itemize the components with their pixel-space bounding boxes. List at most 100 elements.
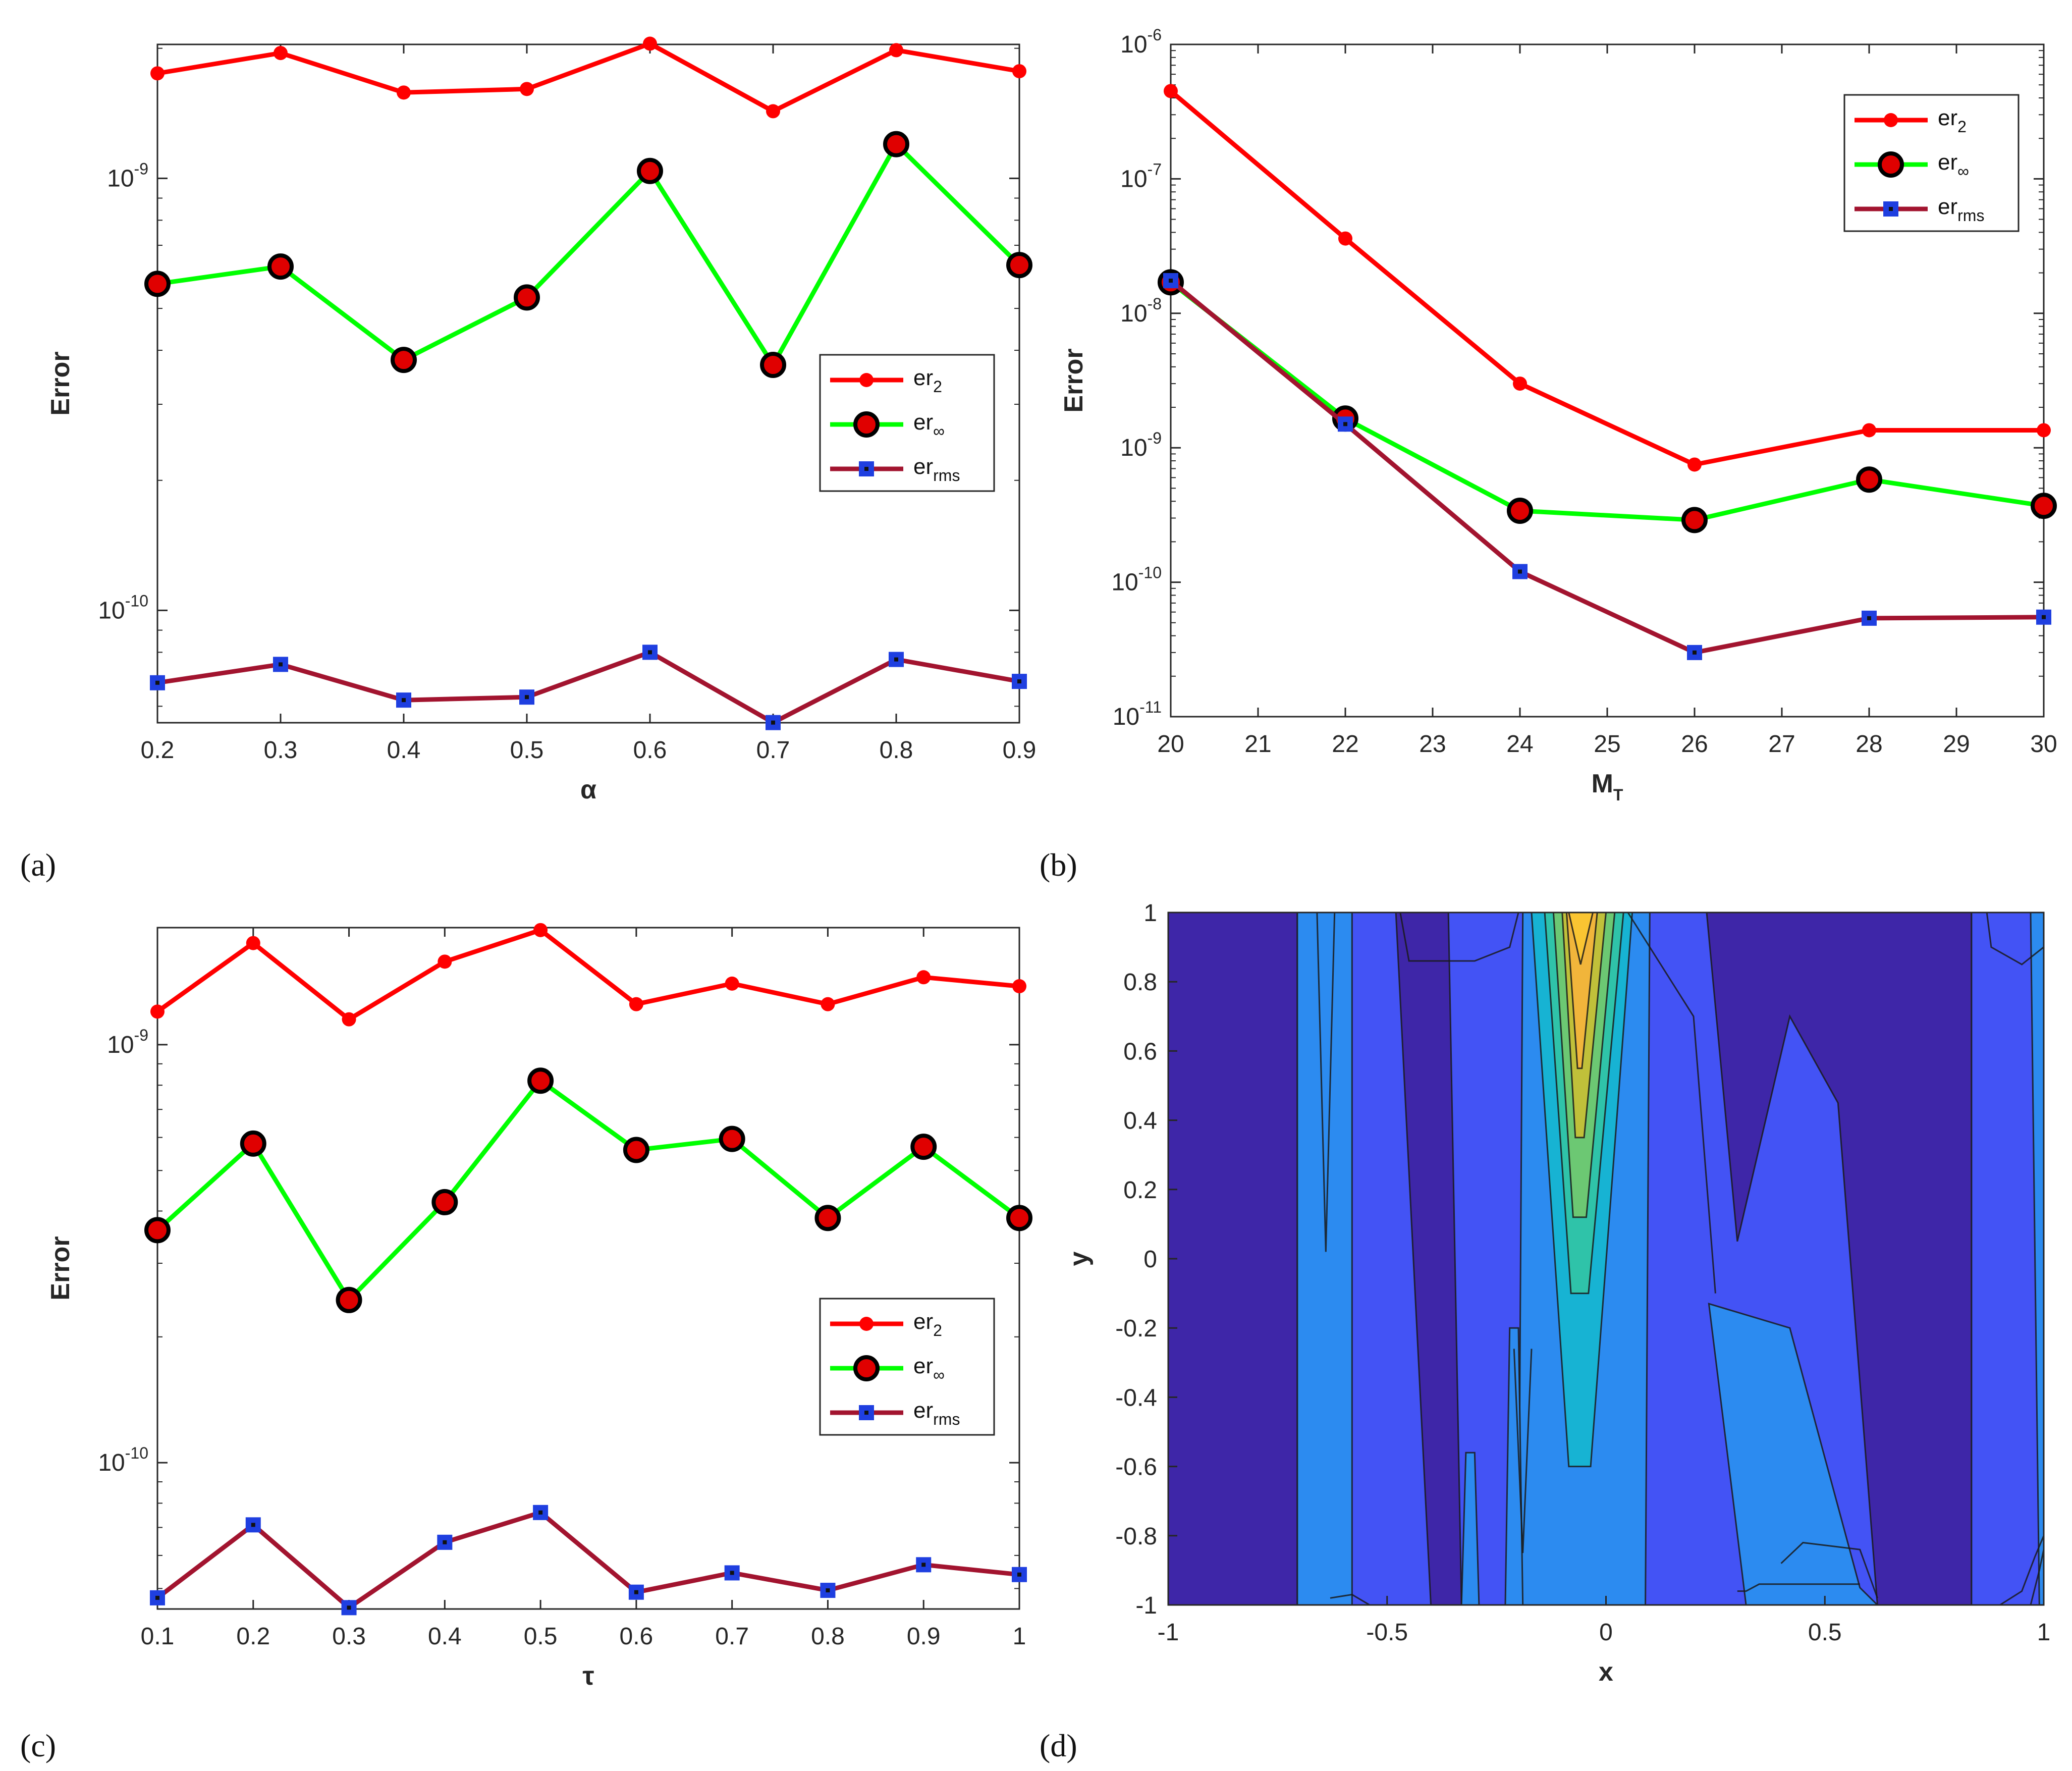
data-point-center-errms [525, 695, 529, 700]
series-line-errms [156, 1510, 1020, 1610]
y-tick-label: -1 [1135, 1592, 1157, 1619]
y-tick-label: 10-9 [107, 1026, 148, 1058]
data-point-er2 [274, 46, 288, 61]
data-point-erinf [144, 1217, 171, 1244]
y-tick-base: 10 [107, 1032, 134, 1058]
data-point-erinf [719, 1125, 745, 1152]
series-line-erinf [155, 1078, 1021, 1303]
x-axis-title: α [580, 775, 596, 804]
y-tick-exponent: -11 [1139, 698, 1162, 716]
y-tick-label: 0 [1143, 1246, 1157, 1273]
series-line-er2 [1169, 89, 2044, 467]
data-point-center-errms [402, 698, 406, 703]
x-tick-label: 0.5 [1808, 1619, 1842, 1646]
legend-label-subscript: rms [933, 1410, 960, 1428]
data-point-er2 [643, 36, 657, 51]
data-point-er2 [1862, 423, 1876, 438]
series-line-er2 [157, 41, 1020, 114]
x-tick-label: 1 [2037, 1619, 2051, 1646]
data-point-er2 [889, 43, 903, 58]
data-point-center-errms [1518, 569, 1522, 574]
y-tick-exponent: -10 [125, 592, 148, 610]
data-point-center-errms [443, 1540, 447, 1544]
legend-label-subscript: 2 [933, 1321, 942, 1339]
legend-label-name: er [1938, 194, 1957, 219]
data-point-center-errms [347, 1605, 351, 1610]
contour-line [1513, 1349, 1533, 1553]
x-tick-label: 25 [1594, 731, 1620, 758]
legend-label-name: er [913, 454, 933, 479]
x-tick-label: 0.1 [141, 1623, 175, 1650]
x-tick-label: 1 [1013, 1623, 1026, 1650]
y-tick-exponent: -8 [1148, 295, 1162, 313]
data-point-er2 [438, 954, 452, 969]
contour-line [1627, 912, 1716, 1294]
legend-label-erinf: er∞ [1938, 150, 1969, 180]
plot-frame [156, 927, 1020, 1610]
x-tick-label: 0.2 [236, 1623, 270, 1650]
data-point-er2 [1687, 457, 1702, 472]
x-tick-label: 0.3 [264, 737, 298, 764]
data-point-center-errms [921, 1563, 926, 1567]
data-point-er2 [1164, 84, 1178, 98]
x-tick-label: 0.8 [811, 1623, 845, 1650]
legend-label-subscript: 2 [933, 378, 942, 396]
data-point-center-errms [771, 720, 775, 725]
x-axis-title-subscript: T [1613, 786, 1623, 804]
y-tick-label: -0.4 [1115, 1384, 1157, 1411]
legend-label-er2: er2 [913, 1309, 942, 1339]
x-tick-label: 0.8 [880, 737, 913, 764]
data-point-center-errms [648, 650, 652, 655]
data-point-erinf [1006, 252, 1032, 279]
x-tick-label: 21 [1244, 731, 1271, 758]
legend-label-subscript: 2 [1957, 118, 1967, 136]
contour-line [1780, 1541, 1878, 1598]
panel-b-error-vs-mt: 20 21 22 23 24 25 26 27 28 29 3010-1110-1010-910-8… [1059, 26, 2057, 804]
y-tick-exponent: -9 [1148, 429, 1162, 447]
series-line-errms [157, 650, 1020, 725]
x-tick-label: 0.6 [620, 1623, 653, 1650]
x-tick-label: 27 [1768, 731, 1795, 758]
data-point-erinf [514, 284, 540, 311]
y-tick-base: 10 [98, 1450, 125, 1476]
legend-label-subscript: rms [933, 466, 960, 485]
legend-label-er2: er2 [1938, 105, 1967, 136]
x-tick-label: 0.7 [756, 737, 790, 764]
legend-marker-center-errms [864, 467, 868, 471]
data-point-center-errms [2042, 615, 2046, 619]
data-point-center-errms [1017, 1572, 1021, 1577]
legend: er2 er∞ errms [1843, 94, 2020, 232]
data-point-er2 [725, 976, 739, 991]
contour-line [1330, 1593, 1370, 1606]
data-point-er2 [150, 66, 165, 81]
data-point-er2 [629, 997, 643, 1011]
legend-label-subscript: ∞ [1957, 162, 1969, 180]
panel-label-d: (d) [1040, 1728, 1077, 1763]
legend-label-errms: errms [913, 1398, 960, 1428]
y-axis-title: Error [1059, 348, 1088, 412]
x-tick-label: 0 [1599, 1619, 1613, 1646]
y-tick-label: 10-10 [98, 592, 148, 624]
legend-label-subscript: rms [1957, 206, 1984, 225]
y-tick-label: 10-6 [1120, 26, 1162, 58]
x-tick-label: 0.4 [387, 737, 421, 764]
legend-marker-er2 [859, 1317, 874, 1331]
data-point-er2 [1513, 377, 1527, 391]
x-tick-label: 0.9 [907, 1623, 941, 1650]
contour-line [1316, 912, 1336, 1252]
data-point-er2 [150, 1004, 165, 1019]
y-tick-label: 10-7 [1120, 160, 1162, 192]
legend-marker-center-errms [864, 1411, 868, 1415]
data-point-er2 [1338, 231, 1352, 246]
x-tick-label: 0.5 [510, 737, 544, 764]
x-axis-title: MT [1592, 769, 1623, 804]
y-tick-base: 10 [1113, 704, 1139, 730]
legend-label-errms: errms [913, 454, 960, 485]
y-tick-label: 10-9 [107, 159, 148, 192]
y-tick-base: 10 [1120, 300, 1147, 327]
data-point-er2 [1012, 64, 1026, 79]
legend-label-name: er [913, 410, 933, 435]
x-axis-title-text: α [580, 775, 596, 804]
